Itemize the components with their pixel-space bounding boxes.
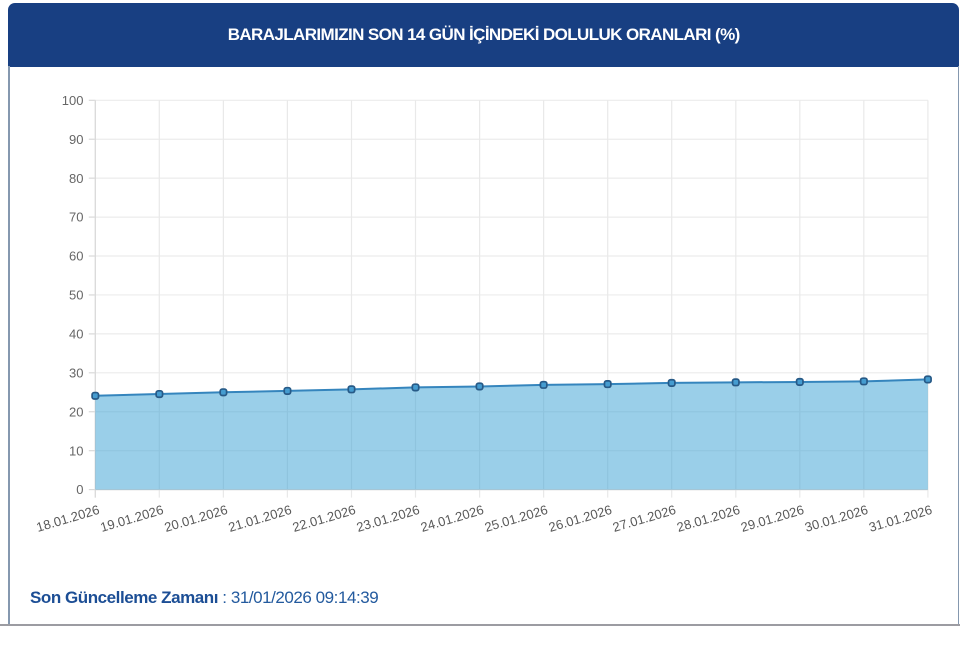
svg-text:28.01.2026: 28.01.2026 xyxy=(675,502,742,535)
svg-text:50: 50 xyxy=(69,288,83,303)
svg-text:24.01.2026: 24.01.2026 xyxy=(419,502,486,535)
svg-text:26.01.2026: 26.01.2026 xyxy=(547,502,614,535)
svg-text:20.01.2026: 20.01.2026 xyxy=(163,502,230,535)
svg-text:30.01.2026: 30.01.2026 xyxy=(803,502,870,535)
svg-text:100: 100 xyxy=(62,93,84,108)
svg-text:19.01.2026: 19.01.2026 xyxy=(98,502,165,535)
svg-text:29.01.2026: 29.01.2026 xyxy=(739,502,806,535)
svg-text:10: 10 xyxy=(69,443,83,458)
svg-text:30: 30 xyxy=(69,365,83,380)
svg-text:25.01.2026: 25.01.2026 xyxy=(483,502,550,535)
svg-text:60: 60 xyxy=(69,249,83,264)
svg-text:90: 90 xyxy=(69,132,83,147)
svg-text:22.01.2026: 22.01.2026 xyxy=(291,502,358,535)
svg-text:18.01.2026: 18.01.2026 xyxy=(34,502,101,535)
svg-text:80: 80 xyxy=(69,171,83,186)
svg-text:31.01.2026: 31.01.2026 xyxy=(867,502,934,535)
svg-text:40: 40 xyxy=(69,326,83,341)
svg-text:23.01.2026: 23.01.2026 xyxy=(355,502,422,535)
svg-text:20: 20 xyxy=(69,404,83,419)
svg-text:0: 0 xyxy=(76,482,83,497)
svg-text:21.01.2026: 21.01.2026 xyxy=(227,502,294,535)
svg-text:27.01.2026: 27.01.2026 xyxy=(611,502,678,535)
svg-text:70: 70 xyxy=(69,210,83,225)
